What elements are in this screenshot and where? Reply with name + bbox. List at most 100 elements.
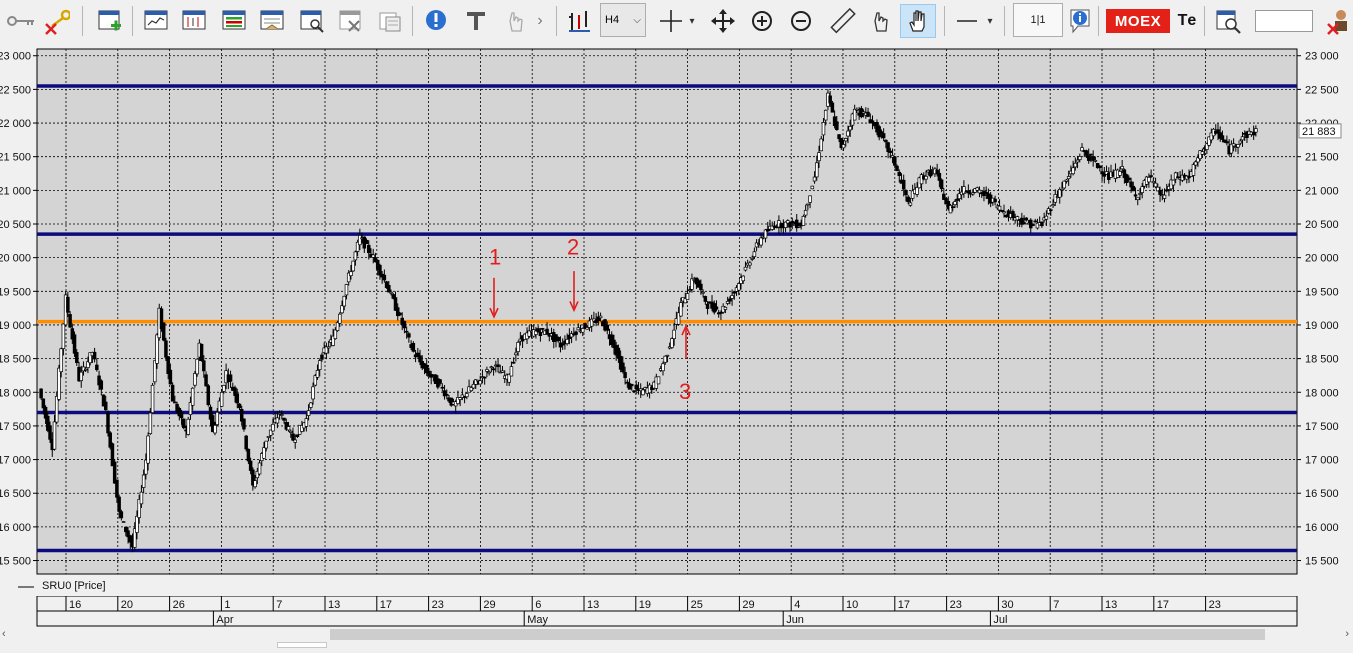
candle-body [104,401,108,411]
candle-body [803,210,808,216]
candle-body [215,411,219,425]
y-tick-label-right: 21 500 [1305,152,1339,164]
disconnect-key-icon[interactable] [42,4,70,38]
candle-body [946,200,951,210]
search-table-icon[interactable] [298,4,326,38]
candle-body [132,528,137,548]
candle-body [485,369,489,372]
chart-window-icon[interactable] [142,4,170,38]
candle-body [737,283,741,291]
candle-body [284,422,289,430]
candle-body [306,410,311,416]
candles-group [39,89,1258,553]
candle-body [810,185,815,190]
price-chart[interactable]: 15 500 15 500 16 000 16 000 16 500 16 500 17 0… [0,44,1353,648]
deals-table-icon[interactable] [258,4,286,38]
day-label: 13 [1105,599,1117,611]
candle-body [1075,159,1080,163]
delete-table-icon[interactable] [337,4,365,38]
day-label: 25 [691,599,703,611]
candle-body [338,313,342,324]
candle-body [1129,181,1133,188]
candle-body [173,401,177,404]
exchange-label[interactable]: MOEX [1106,9,1170,33]
pan-hand-icon[interactable] [900,4,936,38]
candle-window-icon[interactable] [180,4,208,38]
candle-body [295,434,300,437]
crosshair-dropdown-icon[interactable]: ▾ [689,15,695,27]
line-style-dropdown-icon[interactable]: ▾ [987,15,993,27]
extra-label[interactable]: Tе [1177,12,1197,29]
candle-body [1153,182,1158,188]
candle-body [1024,217,1029,221]
y-tick-label-right: 17 000 [1305,455,1339,467]
scroll-left-icon[interactable]: ‹ [2,628,6,640]
zoom-out-icon[interactable] [787,4,815,38]
candle-body [953,201,957,206]
candle-body [699,283,703,291]
info-icon[interactable] [1066,4,1094,38]
candle-body [170,384,175,402]
text-tool-icon[interactable] [462,4,490,38]
candle-body [1158,190,1162,195]
user-close-icon[interactable] [1326,4,1352,38]
preview-search-icon[interactable] [1214,4,1242,38]
page-indicator[interactable]: 1|1 [1013,3,1063,37]
search-input[interactable] [1255,10,1313,32]
info-bubble-icon[interactable] [422,4,450,38]
portfolio-icon[interactable] [376,4,404,38]
hand-pointer-icon[interactable] [501,4,529,38]
candle-body [1120,166,1124,170]
y-tick-label-left: 19 500 [0,286,31,298]
y-tick-label-right: 19 500 [1305,286,1339,298]
timeframe-select[interactable]: H4 ⌵ [600,3,646,37]
candle-body [915,187,919,195]
candle-body [1086,155,1091,161]
toolbar: › H4 ⌵ ▾ ▾ 1|1 MOEX Tе [0,0,1353,45]
toolbar-overflow-icon[interactable]: › [537,12,543,29]
candle-body [855,108,859,111]
candle-body [1071,167,1075,175]
zoom-in-icon[interactable] [748,4,776,38]
candle-body [1022,222,1026,224]
candle-body [625,381,630,384]
day-label: 23 [432,599,444,611]
candle-body [948,205,953,214]
candle-body [135,515,139,533]
crosshair-icon[interactable] [657,4,685,38]
candle-body [213,424,217,434]
candle-body [1171,179,1176,186]
candle-body [632,390,636,393]
candle-body [623,372,627,379]
candle-body [320,354,324,360]
line-style-icon[interactable] [952,4,982,38]
chart-area[interactable]: 15 500 15 500 16 000 16 000 16 500 16 500 17 0… [0,44,1353,648]
scroll-right-icon[interactable]: › [1345,628,1349,640]
new-window-icon[interactable] [96,4,124,38]
candle-body [770,225,774,230]
candle-body [353,251,358,261]
candle-body [507,373,511,383]
candle-body [910,190,915,199]
candle-body [59,348,63,373]
day-label: 13 [328,599,340,611]
y-tick-label-right: 17 500 [1305,421,1339,433]
hand-select-icon[interactable] [866,4,894,38]
key-icon[interactable] [6,4,34,38]
candle-body [690,278,694,290]
candle-body [331,335,335,346]
candle-body [966,190,971,194]
bar-chart-type-icon[interactable] [565,4,593,38]
ruler-icon[interactable] [828,4,856,38]
move-icon[interactable] [709,4,737,38]
y-tick-label-left: 23 000 [0,51,31,63]
candle-body [378,264,382,276]
candle-body [222,385,226,392]
candle-body [251,469,255,486]
quotes-table-icon[interactable] [220,4,248,38]
horizontal-scrollbar[interactable]: ‹ › [0,628,1353,642]
candle-body [844,138,848,142]
candle-body [748,262,752,266]
candle-body [469,387,474,392]
scrollbar-thumb[interactable] [330,629,1265,640]
